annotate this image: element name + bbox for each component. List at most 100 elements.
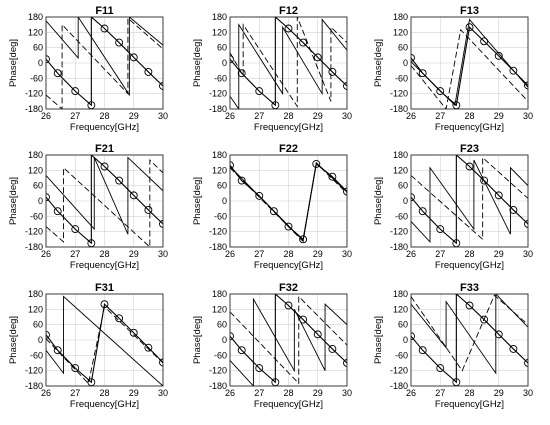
x-tick-label: 30 (523, 111, 533, 121)
data-point-marker (237, 69, 246, 78)
x-tick-label: 29 (129, 249, 139, 259)
y-tick-label: 180 (393, 150, 408, 160)
data-point-marker (509, 205, 518, 214)
y-tick-label: -180 (25, 104, 43, 114)
data-point-marker (480, 37, 489, 46)
y-tick-label: -60 (30, 350, 43, 360)
y-tick-label: 180 (28, 150, 43, 160)
series-group (230, 294, 347, 386)
panel-title: F13 (460, 5, 479, 17)
y-tick-label: -120 (390, 227, 408, 237)
x-tick-label: 30 (523, 388, 533, 398)
y-tick-label: -60 (214, 73, 227, 83)
panel-title: F12 (279, 5, 298, 17)
data-point-marker (480, 315, 489, 324)
series-line-solid (411, 159, 528, 244)
y-tick-label: 0 (38, 196, 43, 206)
x-tick-label: 26 (406, 249, 416, 259)
data-point-marker (436, 225, 445, 234)
data-point-marker (284, 301, 293, 310)
data-point-marker (144, 67, 153, 76)
panel-title: F22 (279, 143, 298, 155)
y-tick-label: -120 (25, 366, 43, 376)
data-point-marker (284, 222, 293, 231)
data-point-marker (144, 205, 153, 214)
x-tick-label: 29 (494, 388, 504, 398)
series-line-solid (411, 18, 528, 107)
y-tick-label: -60 (30, 73, 43, 83)
subplot-f23: 26 27 28 29 30 -180 -120 -60 0 60 120 180 F23 Frequen… (373, 143, 533, 271)
series-group (230, 17, 347, 109)
y-tick-label: -60 (395, 211, 408, 221)
x-tick-label: 27 (70, 249, 80, 259)
data-point-marker (343, 187, 347, 196)
y-tick-label: 120 (393, 165, 408, 175)
y-tick-label: 120 (212, 304, 227, 314)
y-axis-label: Phase[deg] (373, 39, 384, 87)
axes-frame (45, 293, 164, 387)
y-tick-label: 180 (212, 150, 227, 160)
x-tick-label: 30 (158, 249, 168, 259)
series-line-solid-circle (411, 155, 528, 245)
data-point-marker (465, 301, 474, 310)
data-point-marker (255, 87, 264, 96)
data-point-marker (494, 191, 503, 200)
data-point-marker (71, 225, 80, 234)
axes-frame (229, 293, 348, 387)
data-point-marker (418, 207, 427, 216)
x-tick-label: 29 (494, 111, 504, 121)
data-point-marker (159, 82, 163, 90)
data-point-marker (129, 328, 138, 337)
x-tick-label: 26 (41, 388, 51, 398)
x-tick-label: 29 (313, 388, 323, 398)
series-line-solid-circle (230, 17, 347, 107)
y-axis-label: Phase[deg] (373, 316, 384, 364)
data-point-marker (313, 53, 322, 62)
y-tick-label: -180 (390, 104, 408, 114)
series-line-solid-circle (46, 155, 163, 245)
x-tick-label: 27 (70, 111, 80, 121)
subplot-f33: 26 27 28 29 30 -180 -120 -60 0 60 120 180 F33 Frequen… (373, 282, 533, 410)
series-line-solid (411, 294, 528, 375)
data-point-marker (436, 87, 445, 96)
x-tick-label: 26 (406, 111, 416, 121)
data-point-marker (46, 330, 50, 339)
y-tick-label: 60 (33, 320, 43, 330)
x-tick-label: 28 (464, 388, 474, 398)
y-tick-label: 120 (393, 304, 408, 314)
x-tick-label: 27 (254, 249, 264, 259)
series-group (46, 17, 163, 109)
y-tick-label: 60 (217, 320, 227, 330)
y-tick-label: -180 (390, 242, 408, 252)
series-line-dashed (230, 295, 347, 385)
data-point-marker (159, 220, 163, 228)
data-point-marker (436, 364, 445, 373)
data-point-marker (524, 220, 528, 228)
y-tick-label: 0 (222, 58, 227, 68)
y-tick-label: -180 (209, 381, 227, 391)
y-tick-label: -120 (209, 366, 227, 376)
y-axis-label: Phase[deg] (192, 39, 203, 87)
x-tick-label: 27 (70, 388, 80, 398)
y-tick-label: 60 (33, 43, 43, 53)
subplot-f32: 26 27 28 29 30 -180 -120 -60 0 60 120 180 F32 Frequen… (192, 282, 352, 410)
series-line-solid (46, 17, 163, 97)
data-point-marker (230, 161, 234, 170)
series-line-solid (46, 295, 163, 386)
y-tick-label: 60 (33, 181, 43, 191)
x-tick-label: 26 (225, 249, 235, 259)
y-tick-label: 120 (212, 165, 227, 175)
y-tick-label: 180 (28, 12, 43, 22)
y-tick-label: 0 (38, 58, 43, 68)
x-tick-label: 30 (158, 388, 168, 398)
series-line-dashed (411, 156, 528, 241)
x-tick-label: 27 (254, 111, 264, 121)
data-point-marker (53, 346, 62, 355)
y-axis-label: Phase[deg] (192, 177, 203, 225)
series-group (46, 155, 163, 247)
y-tick-label: 120 (212, 27, 227, 37)
y-tick-label: 180 (393, 12, 408, 22)
data-point-marker (100, 24, 109, 33)
y-axis-label: Phase[deg] (192, 316, 203, 364)
axes-frame (229, 16, 348, 110)
